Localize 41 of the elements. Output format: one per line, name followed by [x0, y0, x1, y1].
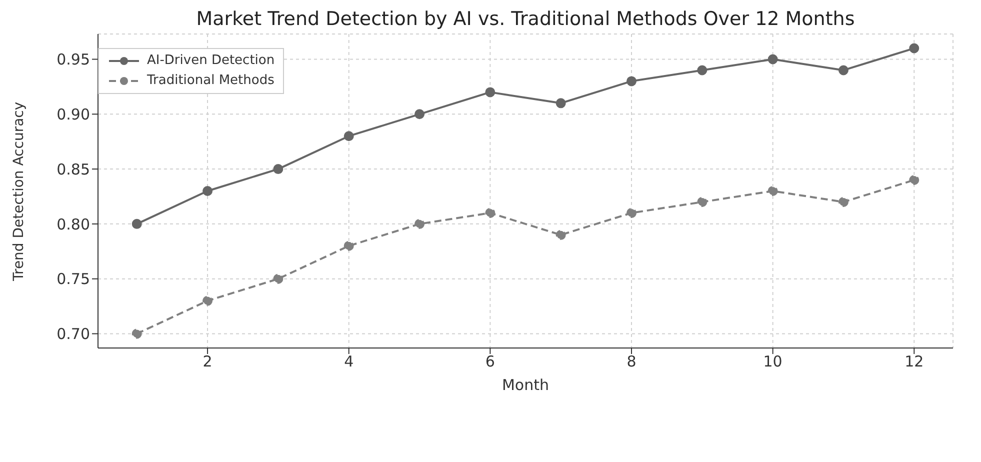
point: [132, 218, 142, 229]
x-tick-label: 8: [626, 352, 636, 371]
x-tick-label: 10: [763, 352, 782, 371]
y-tick-label: 0.95: [56, 50, 90, 69]
point: [697, 196, 708, 207]
point: [273, 164, 284, 174]
point: [909, 175, 920, 186]
point: [344, 131, 354, 142]
point: [556, 98, 566, 108]
point: [768, 186, 778, 196]
point: [414, 109, 425, 120]
point: [556, 230, 566, 240]
point: [697, 65, 708, 76]
y-tick-label: 0.75: [56, 270, 90, 288]
point: [626, 76, 636, 86]
y-tick-label: 0.90: [56, 105, 90, 124]
y-tick-label: 0.80: [56, 215, 90, 234]
chart-title: Market Trend Detection by AI vs. Traditional Methods Over 12 Months: [195, 8, 856, 30]
x-tick-label: 6: [485, 352, 495, 371]
point: [202, 296, 213, 306]
point: [414, 218, 425, 229]
legend-label: AI-Driven Detection: [147, 52, 275, 70]
point: [909, 43, 920, 54]
point: [838, 65, 848, 76]
y-tick-label: 0.70: [56, 325, 90, 344]
x-tick-label: 12: [904, 352, 924, 371]
point: [838, 196, 848, 207]
y-tick-label: 0.85: [56, 160, 90, 178]
point: [485, 87, 496, 98]
point: [202, 186, 213, 196]
point: [273, 274, 284, 284]
point: [485, 208, 496, 218]
point: [626, 208, 636, 218]
x-tick-label: 4: [344, 352, 354, 371]
point: [132, 328, 142, 339]
x-tick-label: 2: [202, 352, 212, 371]
x-axis-title: Month: [502, 376, 550, 394]
point: [344, 240, 354, 251]
point: [768, 54, 778, 64]
y-axis-title: Trend Detection Accuracy: [10, 102, 27, 282]
legend-label: Traditional Methods: [147, 72, 274, 90]
